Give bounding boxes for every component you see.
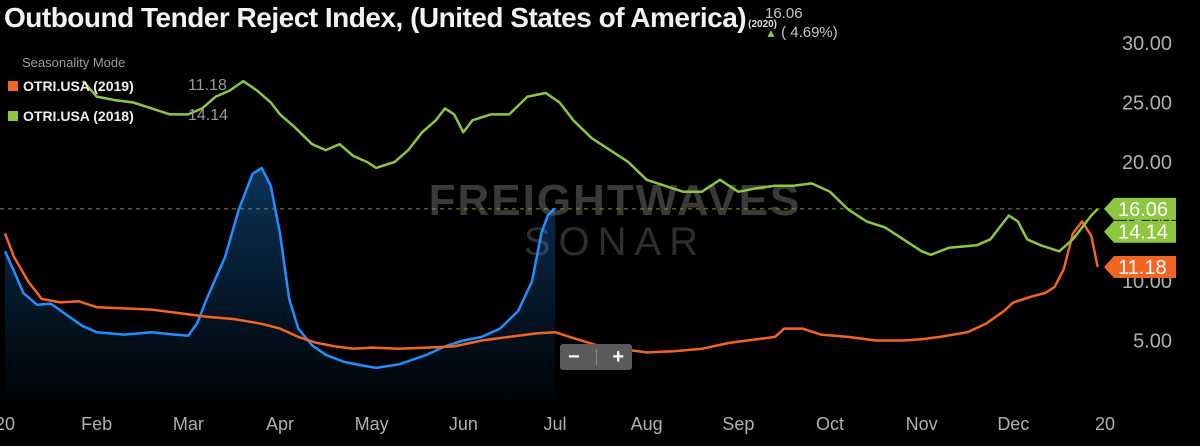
end-value-tag bbox=[1104, 220, 1176, 243]
legend-label: OTRI.USA (2019) bbox=[23, 78, 134, 94]
x-tick-label: May bbox=[355, 414, 389, 434]
legend-item-2019[interactable]: OTRI.USA (2019) 11.18 bbox=[8, 77, 227, 94]
x-tick-label: Jun bbox=[449, 414, 478, 434]
zoom-controls: − + bbox=[560, 344, 632, 370]
x-tick-label: Jul bbox=[543, 414, 566, 434]
chart-header: Outbound Tender Reject Index, (United St… bbox=[4, 2, 777, 34]
legend-swatch bbox=[8, 81, 18, 91]
x-tick-label: Apr bbox=[266, 414, 294, 434]
legend-swatch bbox=[8, 111, 18, 121]
otri-usa-2020-line[interactable] bbox=[3, 166, 556, 370]
x-tick-label: Aug bbox=[631, 414, 663, 434]
chart-title: Outbound Tender Reject Index, (United St… bbox=[4, 2, 747, 33]
legend-value: 11.18 bbox=[188, 77, 227, 94]
end-value-label: 11.18 bbox=[1118, 257, 1167, 279]
freightwaves-watermark: FREIGHTWAVES SONAR bbox=[429, 176, 802, 264]
zoom-out-button[interactable]: − bbox=[567, 345, 580, 368]
x-tick-label: Oct bbox=[816, 414, 844, 434]
otri-usa-2018-line[interactable] bbox=[81, 79, 1099, 257]
watermark-line1: FREIGHTWAVES bbox=[429, 176, 802, 225]
legend-value: 14.14 bbox=[188, 107, 229, 124]
end-value-label: 16.06 bbox=[1118, 199, 1168, 221]
x-tick-label: 20 bbox=[0, 414, 15, 434]
change-percent: ( 4.69%) bbox=[781, 24, 838, 41]
x-tick-label: 20 bbox=[1095, 414, 1115, 434]
year-tag: (2020) bbox=[748, 19, 778, 30]
y-tick-label: 5.00 bbox=[1133, 331, 1172, 353]
y-tick-label: 30.00 bbox=[1122, 33, 1172, 55]
x-tick-label: Mar bbox=[173, 414, 204, 434]
zoom-divider bbox=[595, 349, 597, 365]
end-value-label: 14.14 bbox=[1118, 222, 1168, 244]
x-tick-label: Dec bbox=[997, 414, 1029, 434]
y-tick-label: 25.00 bbox=[1122, 93, 1172, 115]
x-tick-label: Nov bbox=[906, 414, 938, 434]
x-tick-label: Sep bbox=[722, 414, 754, 434]
change-indicator: ▲ ( 4.69%) bbox=[765, 24, 838, 41]
y-tick-label: 20.00 bbox=[1122, 152, 1172, 174]
current-value: 16.06 bbox=[765, 5, 803, 22]
legend-label: OTRI.USA (2018) bbox=[23, 108, 134, 124]
x-tick-label: Feb bbox=[81, 414, 112, 434]
arrow-up-icon: ▲ bbox=[765, 26, 777, 40]
end-value-tag bbox=[1104, 197, 1176, 220]
legend-item-2018[interactable]: OTRI.USA (2018) 14.14 bbox=[8, 107, 228, 124]
end-value-tag bbox=[1104, 255, 1176, 278]
otri-usa-2020-area bbox=[5, 167, 555, 400]
zoom-in-button[interactable]: + bbox=[612, 345, 625, 368]
seasonality-mode-label: Seasonality Mode bbox=[22, 55, 126, 70]
